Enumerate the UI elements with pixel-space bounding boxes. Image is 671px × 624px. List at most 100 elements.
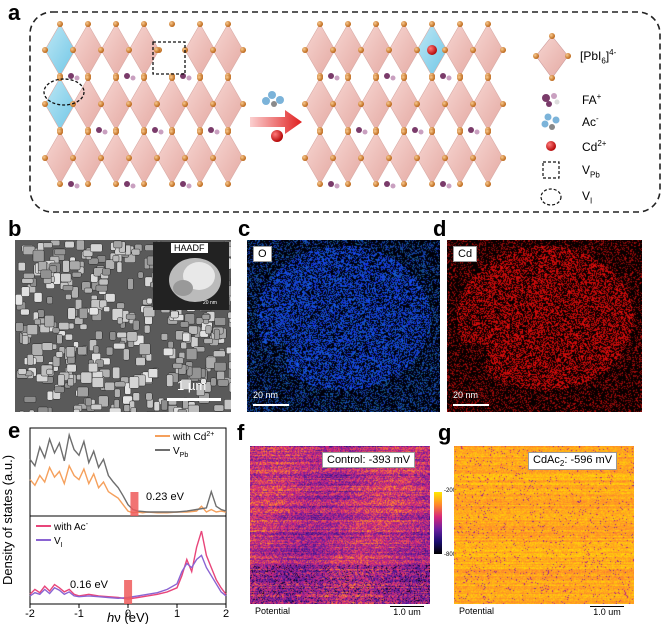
dos-xlabel: hν (eV) bbox=[107, 610, 149, 624]
kpfm-cdac2-scale: 1.0 um bbox=[590, 606, 624, 617]
grain bbox=[66, 364, 77, 373]
iodide-atom bbox=[169, 181, 175, 187]
legend-octahedron-text: [PbI6]4- bbox=[580, 48, 617, 66]
colorbar bbox=[434, 492, 442, 554]
grain bbox=[37, 309, 45, 318]
iodide-atom bbox=[169, 21, 175, 27]
grain bbox=[17, 262, 26, 272]
grain bbox=[132, 392, 140, 402]
grain bbox=[21, 286, 30, 297]
fa-atom bbox=[74, 183, 80, 189]
grain bbox=[203, 338, 214, 344]
legend-text-vpb: VPb bbox=[173, 446, 188, 459]
iodide-atom bbox=[470, 47, 476, 53]
grain bbox=[228, 382, 231, 393]
iodide-atom bbox=[485, 129, 491, 135]
iodide-atom bbox=[154, 101, 160, 107]
iodide-atom bbox=[345, 181, 351, 187]
grain bbox=[112, 366, 121, 379]
panel-label-e: e bbox=[8, 418, 21, 443]
grain bbox=[117, 317, 123, 325]
iodide-atom bbox=[457, 75, 463, 81]
dos-xtick-label: -2 bbox=[25, 608, 35, 620]
iodide-atom bbox=[42, 47, 48, 53]
iodide-atom bbox=[141, 21, 147, 27]
grain bbox=[41, 342, 53, 351]
grain bbox=[179, 321, 190, 328]
grain bbox=[135, 357, 146, 366]
grain bbox=[195, 384, 205, 396]
fa-atom bbox=[356, 127, 362, 133]
panel-a-dashed-frame bbox=[29, 11, 661, 213]
grain bbox=[18, 410, 25, 412]
grain bbox=[84, 287, 93, 294]
grain bbox=[188, 325, 198, 335]
iodide-atom bbox=[442, 47, 448, 53]
iodide-atom bbox=[485, 181, 491, 187]
grain bbox=[65, 293, 72, 300]
iodide-atom bbox=[126, 101, 132, 107]
grain bbox=[46, 390, 54, 401]
iodide-atom bbox=[225, 21, 231, 27]
grain bbox=[26, 324, 38, 336]
grain bbox=[52, 327, 60, 334]
kpfm-control-footer: Potential bbox=[255, 606, 291, 616]
dos-ylabel: Density of states (a.u.) bbox=[0, 455, 15, 585]
grain bbox=[60, 273, 72, 283]
grain bbox=[132, 319, 140, 331]
iodide-atom bbox=[42, 101, 48, 107]
iodide-atom bbox=[182, 155, 188, 161]
grain bbox=[67, 378, 74, 387]
iodide-atom bbox=[500, 155, 506, 161]
grain bbox=[23, 272, 35, 279]
iodide-atom bbox=[197, 21, 203, 27]
gap-marker-top bbox=[130, 492, 139, 516]
fa-atom bbox=[446, 183, 452, 189]
fa-atom bbox=[186, 183, 192, 189]
grain bbox=[103, 306, 111, 313]
fa-atom bbox=[446, 75, 452, 81]
iodide-atom bbox=[141, 181, 147, 187]
fa-atom bbox=[130, 183, 136, 189]
grain bbox=[170, 310, 179, 319]
grain bbox=[40, 269, 52, 279]
lead-vacancy-marker bbox=[152, 41, 186, 75]
grain bbox=[90, 243, 103, 253]
kpfm-map-control: Control: -393 mV bbox=[250, 446, 430, 604]
iodide-atom bbox=[85, 181, 91, 187]
iodide-atom bbox=[210, 155, 216, 161]
grain bbox=[137, 271, 144, 279]
panel-label-d: d bbox=[433, 216, 447, 241]
grain bbox=[32, 249, 45, 263]
legend-vi-icon bbox=[540, 188, 562, 206]
grain bbox=[163, 347, 174, 356]
grain bbox=[166, 374, 174, 387]
grain bbox=[22, 335, 29, 345]
grain bbox=[33, 292, 43, 303]
legend-fa-text: FA+ bbox=[582, 92, 602, 107]
grain bbox=[182, 332, 191, 342]
grain bbox=[180, 378, 192, 390]
iodide-atom bbox=[85, 21, 91, 27]
grain bbox=[90, 403, 102, 411]
grain bbox=[20, 308, 30, 316]
dos-series-line bbox=[29, 463, 227, 514]
iodide-atom bbox=[414, 155, 420, 161]
grain bbox=[143, 306, 156, 318]
iodide-atom bbox=[401, 21, 407, 27]
eds-cadmium-tag: Cd bbox=[453, 246, 478, 262]
fa-atom bbox=[152, 127, 158, 133]
fa-atom bbox=[214, 129, 220, 135]
eds-cadmium-scale-text: 20 nm bbox=[453, 390, 479, 400]
iodide-atom bbox=[386, 155, 392, 161]
grain bbox=[113, 399, 120, 410]
iodide-atom bbox=[345, 75, 351, 81]
grain bbox=[177, 409, 187, 412]
grain bbox=[71, 271, 82, 278]
iodide-atom bbox=[113, 21, 119, 27]
grain bbox=[77, 386, 89, 398]
iodide-atom bbox=[330, 101, 336, 107]
iodide-atom bbox=[70, 47, 76, 53]
iodide-atom bbox=[345, 129, 351, 135]
iodide-atom bbox=[429, 129, 435, 135]
